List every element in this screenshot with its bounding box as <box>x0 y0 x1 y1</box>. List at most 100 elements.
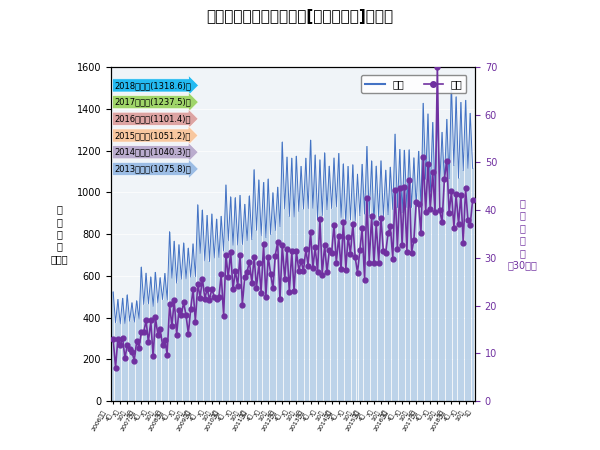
Bar <box>274 230 276 401</box>
Legend: 全数, 新来: 全数, 新来 <box>361 75 466 93</box>
Bar <box>413 158 415 401</box>
Bar <box>430 192 431 401</box>
Bar <box>169 232 170 401</box>
Bar <box>364 214 365 401</box>
Bar <box>138 319 140 401</box>
Bar <box>462 171 464 401</box>
Bar <box>161 300 164 401</box>
Bar <box>458 178 460 401</box>
Bar <box>112 292 114 401</box>
Bar <box>335 207 337 401</box>
Bar <box>241 244 244 401</box>
Bar <box>182 243 185 401</box>
Bar <box>455 97 457 401</box>
Bar <box>171 278 173 401</box>
Text: 2017月平均(1237.5)人: 2017月平均(1237.5)人 <box>115 98 191 107</box>
Bar <box>469 113 471 401</box>
Bar <box>131 302 133 401</box>
Bar <box>208 261 211 401</box>
Bar <box>317 220 319 401</box>
Bar <box>126 295 128 401</box>
Bar <box>302 209 304 401</box>
Bar <box>253 170 255 401</box>
Bar <box>373 222 375 401</box>
Bar <box>133 322 136 401</box>
Bar <box>392 209 394 401</box>
Bar <box>448 179 450 401</box>
Bar <box>321 215 323 401</box>
Bar <box>420 206 422 401</box>
Bar <box>354 221 356 401</box>
Bar <box>178 244 180 401</box>
Bar <box>464 100 467 401</box>
Bar <box>293 217 295 401</box>
Bar <box>453 166 455 401</box>
Bar <box>361 164 363 401</box>
Bar <box>422 104 424 401</box>
Bar <box>375 166 377 401</box>
Bar <box>235 198 236 401</box>
Bar <box>206 216 208 401</box>
Bar <box>312 208 314 401</box>
Bar <box>443 183 445 401</box>
Bar <box>239 195 241 401</box>
Bar <box>150 277 152 401</box>
Bar <box>267 179 269 401</box>
Bar <box>406 207 408 401</box>
Bar <box>173 241 175 401</box>
Bar <box>236 245 239 401</box>
Bar <box>331 208 332 401</box>
Bar <box>387 214 389 401</box>
Bar <box>176 283 178 401</box>
Text: 2018月平均(1318.6)人: 2018月平均(1318.6)人 <box>115 81 191 90</box>
Bar <box>199 253 201 401</box>
Bar <box>326 209 328 401</box>
Bar <box>345 224 347 401</box>
Bar <box>460 103 462 401</box>
Text: 2014月平均(1040.3)人: 2014月平均(1040.3)人 <box>115 148 191 157</box>
Y-axis label: 新
来
患
者
数
（30人）: 新 来 患 者 数 （30人） <box>507 198 537 270</box>
Bar <box>289 216 290 401</box>
Bar <box>159 278 161 401</box>
Bar <box>319 160 321 401</box>
Bar <box>377 217 380 401</box>
Bar <box>145 273 147 401</box>
Bar <box>251 239 253 401</box>
Bar <box>227 241 229 401</box>
Bar <box>394 134 396 401</box>
Text: 2016月平均(1101.4)人: 2016月平均(1101.4)人 <box>115 114 191 123</box>
Bar <box>446 119 448 401</box>
Bar <box>197 205 199 401</box>
Bar <box>152 306 154 401</box>
Bar <box>352 165 354 401</box>
Bar <box>136 301 137 401</box>
Bar <box>166 300 168 401</box>
Bar <box>310 140 311 401</box>
Bar <box>202 210 203 401</box>
Bar <box>333 158 335 401</box>
Bar <box>194 277 196 401</box>
Bar <box>279 226 281 401</box>
Bar <box>157 303 159 401</box>
Bar <box>284 209 286 401</box>
Bar <box>204 261 206 401</box>
Bar <box>143 305 145 401</box>
Bar <box>220 216 222 401</box>
Bar <box>269 234 272 401</box>
Bar <box>246 240 248 401</box>
Bar <box>230 197 232 401</box>
Bar <box>323 153 326 401</box>
Bar <box>385 170 386 401</box>
Bar <box>192 244 194 401</box>
Bar <box>187 248 190 401</box>
Bar <box>359 216 361 401</box>
Bar <box>115 323 116 401</box>
Bar <box>265 237 267 401</box>
Bar <box>122 298 124 401</box>
Bar <box>260 236 262 401</box>
Bar <box>347 166 349 401</box>
Bar <box>343 164 344 401</box>
Bar <box>415 206 417 401</box>
Bar <box>427 114 429 401</box>
Bar <box>277 187 278 401</box>
